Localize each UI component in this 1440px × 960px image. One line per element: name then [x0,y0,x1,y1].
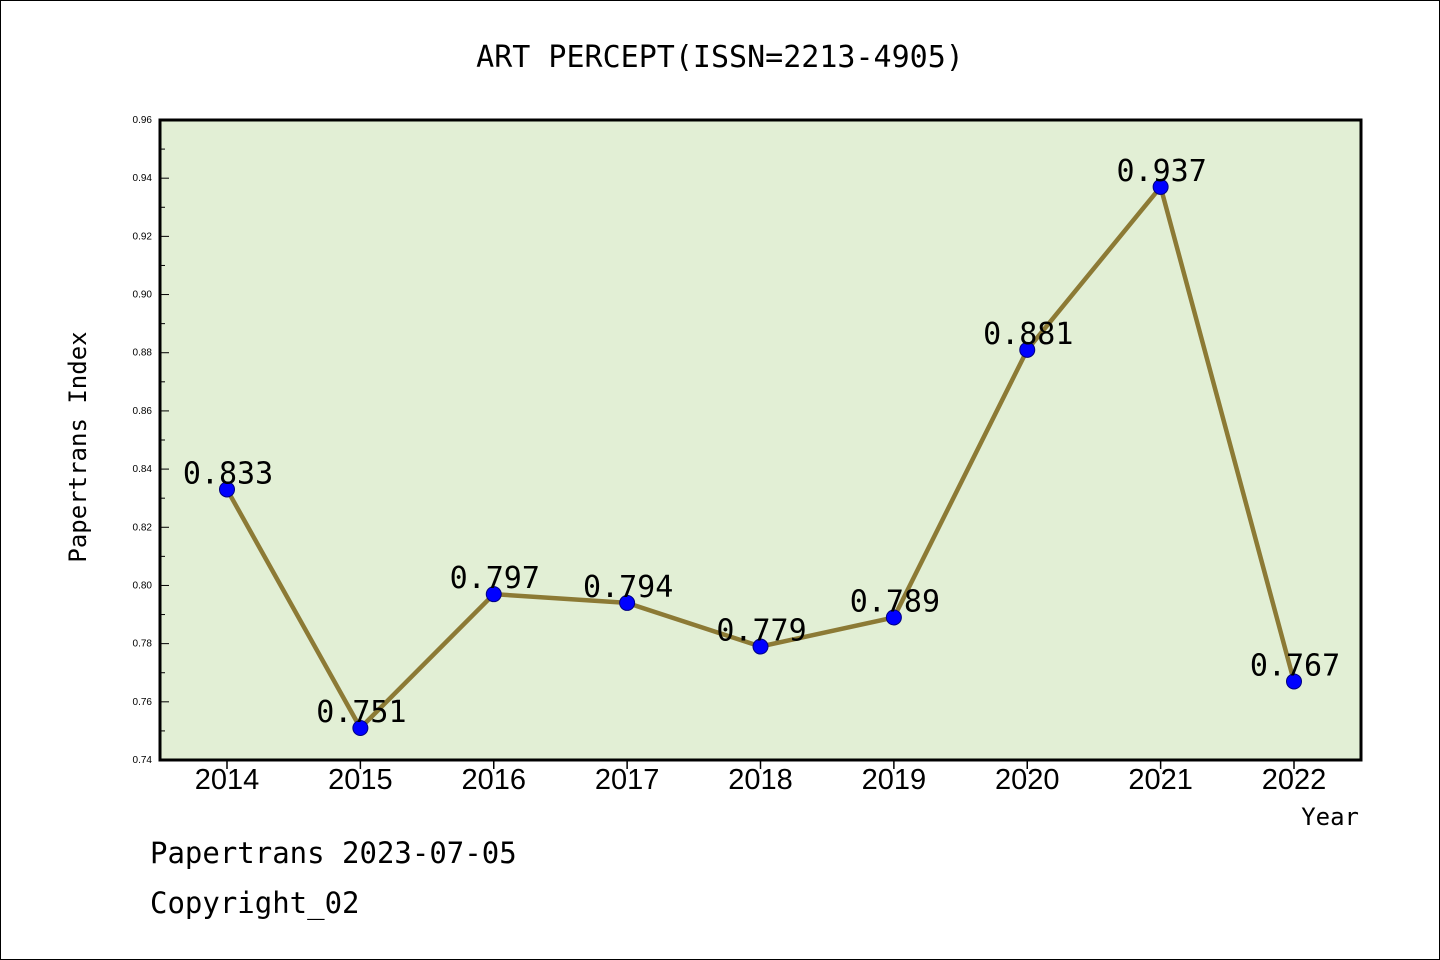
y-axis: 0.74 0.76 0.78 0.80 0.82 0.84 0.86 0.88 0.90 0.92… [133,115,169,766]
data-point [619,594,636,611]
x-axis: 2014 2015 2016 2017 2018 2019 2020 2021 2022 [195,760,1327,796]
data-point [752,638,769,655]
y-tick-label: 0.78 [133,639,153,650]
y-axis-label: Papertrans Index [64,331,92,562]
data-label: 0.881 [983,317,1073,352]
plot-area [158,118,1363,762]
data-label: 0.833 [183,456,273,491]
y-tick-label: 0.88 [133,348,153,359]
x-tick-label: 2017 [595,764,660,796]
y-tick-label: 0.74 [133,755,153,766]
data-label: 0.767 [1250,648,1340,683]
x-tick-label: 2019 [862,764,927,796]
data-label: 0.937 [1116,154,1206,189]
data-label: 0.779 [716,614,806,649]
x-tick-label: 2020 [995,764,1060,796]
data-label: 0.789 [850,584,940,619]
y-tick-label: 0.80 [133,580,153,591]
data-point [352,720,369,736]
x-tick-label: 2015 [328,764,393,796]
data-point [485,586,502,603]
y-tick-label: 0.92 [133,231,153,242]
y-tick-label: 0.90 [133,290,153,301]
x-tick-label: 2018 [728,764,793,796]
data-point [1286,673,1302,690]
x-tick-label: 2021 [1128,764,1193,796]
data-label: 0.797 [450,561,540,596]
data-point [219,481,235,498]
data-point [1019,341,1036,358]
y-tick-label: 0.94 [133,173,153,184]
footer-date: Papertrans 2023-07-05 [150,836,517,870]
data-point [885,609,902,626]
series-layer: 0.833 0.751 0.797 0.794 0.779 0.789 0.881 0.937… [183,154,1340,736]
data-label: 0.751 [316,695,406,730]
chart-title: ART PERCEPT(ISSN=2213-4905) [476,40,964,75]
data-point [1152,178,1169,195]
x-axis-label: Year [1301,803,1359,831]
x-tick-label: 2014 [195,764,260,796]
footer-copyright: Copyright_02 [150,886,360,920]
y-tick-label: 0.84 [133,464,153,475]
data-label: 0.794 [583,570,673,605]
y-tick-label: 0.96 [133,115,153,126]
y-tick-label: 0.76 [133,697,153,708]
x-tick-label: 2022 [1262,764,1327,796]
x-tick-label: 2016 [461,764,526,796]
y-tick-label: 0.82 [133,522,153,533]
y-tick-label: 0.86 [133,406,153,417]
